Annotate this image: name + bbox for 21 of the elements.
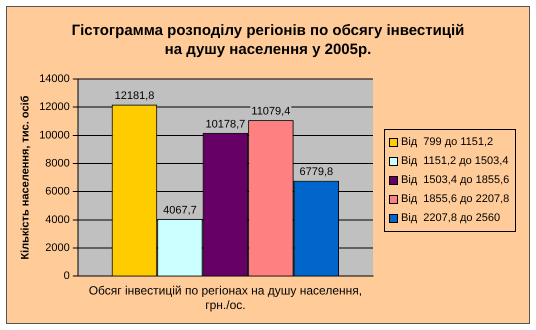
data-label: 10178,7 [206,118,246,130]
legend-label: Від 1151,2 до 1503,4 [400,154,510,169]
legend-label: Від 1503,4 до 1855,6 [400,173,510,188]
data-label: 12181,8 [114,90,154,102]
data-label: 4067,7 [163,204,197,216]
y-tick-label: 0 [64,270,70,282]
x-axis-title: Обсяг інвестицій по регіонах на душу населення, грн./ос. [88,284,362,312]
chart-title: Гістограмма розподілу регіонів по обсягу інвестицій на душу населення у 2005р. [70,21,466,59]
y-tick-label: 14000 [39,73,70,86]
data-label: 11079,4 [251,106,290,118]
y-tick-label: 4000 [45,214,70,226]
legend-label: Від 799 до 1151,2 [400,135,494,150]
y-tick-label: 2000 [45,242,70,254]
y-tick-label: 8000 [45,158,70,170]
y-tick-label: 6000 [45,186,70,198]
data-label: 6779,8 [299,166,334,178]
legend-label: Від 2207,8 до 2560 [400,211,502,226]
y-axis-title: Кількість населення, тис. осіб [20,95,32,260]
y-tick-label: 10000 [39,129,70,142]
legend-label: Від 1855,6 до 2207,8 [400,192,510,207]
y-tick-label: 12000 [39,101,70,114]
